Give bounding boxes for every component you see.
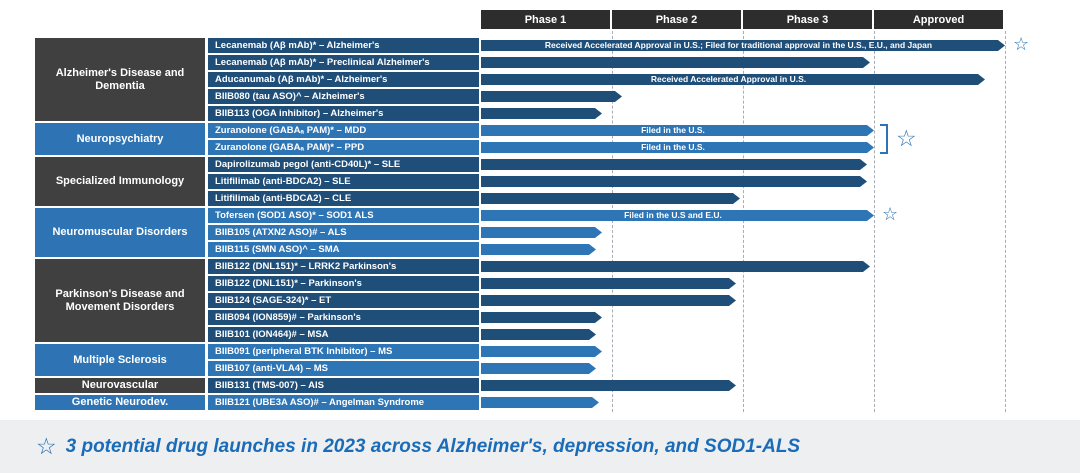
bar-annotation: Received Accelerated Approval in U.S.; F… bbox=[544, 40, 933, 50]
launch-star-icon: ☆ bbox=[882, 204, 899, 224]
pipeline-bar: Received Accelerated Approval in U.S.; F… bbox=[481, 40, 1005, 51]
drug-label-cell: Lecanemab (Aβ mAb)* – Preclinical Alzhei… bbox=[208, 55, 479, 70]
phase-header-phase1: Phase 1 bbox=[481, 10, 610, 29]
phase-header-phase2: Phase 2 bbox=[612, 10, 741, 29]
pipeline-bar bbox=[481, 244, 596, 255]
pipeline-bar bbox=[481, 295, 736, 306]
pipeline-bar bbox=[481, 261, 870, 272]
drug-label-cell: Lecanemab (Aβ mAb)* – Alzheimer's bbox=[208, 38, 479, 53]
pipeline-bar: Filed in the U.S and E.U. bbox=[481, 210, 874, 221]
pipeline-bar bbox=[481, 363, 596, 374]
drug-label-cell: BIIB131 (TMS-007) – AIS bbox=[208, 378, 479, 393]
footer-highlight-text: 3 potential drug launches in 2023 across… bbox=[65, 435, 801, 457]
pipeline-bar bbox=[481, 329, 596, 340]
drug-label-cell: BIIB115 (SMN ASO)^ – SMA bbox=[208, 242, 479, 257]
drug-label-cell: Zuranolone (GABAₐ PAM)* – PPD bbox=[208, 140, 479, 155]
drug-label-cell: BIIB107 (anti-VLA4) – MS bbox=[208, 361, 479, 376]
drug-label-cell: Litifilimab (anti-BDCA2) – SLE bbox=[208, 174, 479, 189]
pipeline-bar bbox=[481, 108, 602, 119]
pipeline-bar bbox=[481, 380, 736, 391]
drug-label-cell: Zuranolone (GABAₐ PAM)* – MDD bbox=[208, 123, 479, 138]
drug-label-cell: BIIB080 (tau ASO)^ – Alzheimer's bbox=[208, 89, 479, 104]
category-cell: Neuromuscular Disorders bbox=[35, 208, 205, 257]
bar-annotation: Filed in the U.S. bbox=[641, 142, 705, 152]
pipeline-bar bbox=[481, 57, 870, 68]
pipeline-bar bbox=[481, 159, 867, 170]
rows-bracket bbox=[880, 124, 888, 154]
pipeline-bar bbox=[481, 312, 602, 323]
pipeline-bar bbox=[481, 278, 736, 289]
drug-label-cell: BIIB091 (peripheral BTK Inhibitor) – MS bbox=[208, 344, 479, 359]
drug-label-cell: Tofersen (SOD1 ASO)* – SOD1 ALS bbox=[208, 208, 479, 223]
launch-star-icon: ☆ bbox=[896, 125, 917, 151]
pipeline-bar bbox=[481, 346, 602, 357]
phase-divider-line bbox=[874, 31, 875, 412]
drug-label-cell: BIIB124 (SAGE-324)* – ET bbox=[208, 293, 479, 308]
star-icon: ☆ bbox=[36, 433, 57, 459]
pipeline-bar bbox=[481, 91, 622, 102]
category-cell: Neuropsychiatry bbox=[35, 123, 205, 155]
drug-label-cell: BIIB113 (OGA inhibitor) – Alzheimer's bbox=[208, 106, 479, 121]
phase-divider-line bbox=[743, 31, 744, 412]
category-cell: Genetic Neurodev. bbox=[35, 395, 205, 410]
pipeline-bar bbox=[481, 397, 599, 408]
drug-label-cell: Aducanumab (Aβ mAb)* – Alzheimer's bbox=[208, 72, 479, 87]
pipeline-bar bbox=[481, 193, 740, 204]
bar-annotation: Filed in the U.S. bbox=[641, 125, 705, 135]
drug-label-cell: BIIB094 (ION859)# – Parkinson's bbox=[208, 310, 479, 325]
drug-label-cell: BIIB121 (UBE3A ASO)# – Angelman Syndrome bbox=[208, 395, 479, 410]
pipeline-bar: Filed in the U.S. bbox=[481, 142, 874, 153]
pipeline-bar bbox=[481, 176, 867, 187]
drug-label-cell: Litifilimab (anti-BDCA2) – CLE bbox=[208, 191, 479, 206]
phase-divider-line bbox=[612, 31, 613, 412]
category-cell: Neurovascular bbox=[35, 378, 205, 393]
drug-label-cell: BIIB101 (ION464)# – MSA bbox=[208, 327, 479, 342]
launch-star-icon: ☆ bbox=[1013, 34, 1030, 54]
category-cell: Parkinson's Disease and Movement Disorde… bbox=[35, 259, 205, 342]
pipeline-bar: Filed in the U.S. bbox=[481, 125, 874, 136]
phase-header-phase3: Phase 3 bbox=[743, 10, 872, 29]
footer-banner: ☆ 3 potential drug launches in 2023 acro… bbox=[0, 420, 1080, 473]
drug-label-cell: BIIB105 (ATXN2 ASO)# – ALS bbox=[208, 225, 479, 240]
pipeline-bar: Received Accelerated Approval in U.S. bbox=[481, 74, 985, 85]
phase-divider-line bbox=[1005, 31, 1006, 412]
category-cell: Specialized Immunology bbox=[35, 157, 205, 206]
pipeline-bar bbox=[481, 227, 602, 238]
category-cell: Multiple Sclerosis bbox=[35, 344, 205, 376]
drug-label-cell: BIIB122 (DNL151)* – LRRK2 Parkinson's bbox=[208, 259, 479, 274]
category-cell: Alzheimer's Disease and Dementia bbox=[35, 38, 205, 121]
bar-annotation: Filed in the U.S and E.U. bbox=[624, 210, 722, 220]
bar-annotation: Received Accelerated Approval in U.S. bbox=[650, 74, 807, 84]
drug-label-cell: Dapirolizumab pegol (anti-CD40L)* – SLE bbox=[208, 157, 479, 172]
drug-label-cell: BIIB122 (DNL151)* – Parkinson's bbox=[208, 276, 479, 291]
phase-header-approved: Approved bbox=[874, 10, 1003, 29]
